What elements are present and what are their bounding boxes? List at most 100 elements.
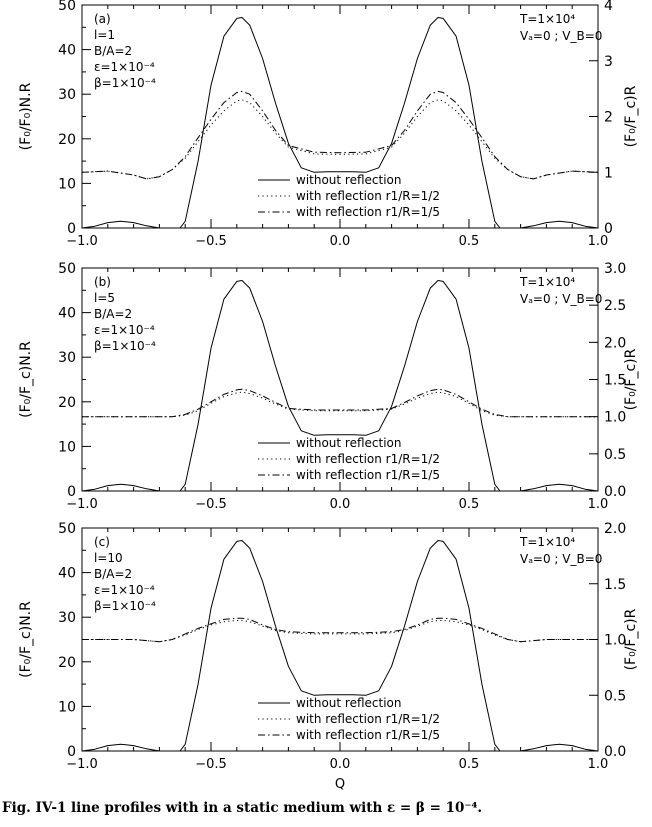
y-left-axis-label: (F₀/F₀)N.R [18,82,34,150]
param-left: l=5 [94,291,115,305]
series-line-solid [81,280,599,492]
legend-label: with reflection r1/R=1/2 [296,452,440,466]
legend-label: with reflection r1/R=1/5 [296,468,440,482]
param-right: Vₐ=0 ; V_B=0 [520,29,602,43]
panel-label: (a) [94,12,111,26]
legend-label: with reflection r1/R=1/5 [296,728,440,742]
param-left: β=1×10⁻⁴ [94,339,156,353]
chart-panel-b: −1.0 −0.5 0.0 0.5 1.0 0 10 20 30 40 50 0.0 0.5 1.0 1.5… [18,261,639,512]
x-tick-label: 1.0 [588,497,609,512]
y-left-tick-label: 20 [58,132,76,148]
param-left: ε=1×10⁻⁴ [94,60,155,74]
x-tick-label: −0.5 [195,757,227,772]
x-axis-label: Q [335,777,345,792]
series-line-dashdot [82,617,598,643]
chart-panel-a: −1.0 −0.5 0.0 0.5 1.00102030405001234(F₀/F₀)… [18,0,639,249]
y-left-tick-label: 0 [67,484,76,500]
y-right-tick-label: 0.0 [604,484,626,500]
y-left-tick-label: 20 [58,655,76,671]
y-left-tick-label: 30 [58,610,76,626]
y-right-tick-label: 4 [604,0,613,14]
legend-label: with reflection r1/R=1/2 [296,712,440,726]
x-tick-label: −1.0 [66,234,98,249]
y-left-tick-label: 20 [58,395,76,411]
param-left: β=1×10⁻⁴ [94,76,156,90]
y-right-tick-label: 0.5 [604,688,626,704]
series-line-dotted [82,391,598,418]
series-line-dotted [81,99,599,180]
y-left-tick-label: 10 [58,439,76,455]
param-left: B/A=2 [94,567,132,581]
x-tick-label: 1.0 [588,757,609,772]
legend-label: without reflection [296,696,402,710]
y-right-tick-label: 1 [604,165,613,181]
y-right-tick-label: 1.0 [604,410,626,426]
y-left-tick-label: 40 [58,566,76,582]
y-left-tick-label: 30 [58,87,76,103]
legend-label: with reflection r1/R=1/5 [296,205,440,219]
series-line-dashdot [81,90,599,180]
param-right: T=1×10⁴ [519,535,575,549]
x-tick-label: −0.5 [195,234,227,249]
y-right-axis-label: (F₀/F_c)R [623,608,639,670]
y-right-tick-label: 3 [604,54,613,70]
y-right-tick-label: 1.5 [604,373,626,389]
y-right-tick-label: 0.5 [604,447,626,463]
y-right-axis-label: (F₀/F_c)R [623,85,639,147]
param-right: T=1×10⁴ [519,275,575,289]
legend-label: without reflection [296,173,402,187]
y-right-tick-label: 2 [604,110,613,126]
y-left-axis-label: (F₀/F_c)N.R [18,601,34,678]
series-line-solid [81,540,599,752]
y-left-tick-label: 0 [67,221,76,237]
param-left: B/A=2 [94,307,132,321]
y-right-tick-label: 1.0 [604,633,626,649]
x-tick-label: −0.5 [195,497,227,512]
param-left: l=10 [94,551,123,565]
y-right-tick-label: 2.0 [604,521,626,537]
param-left: B/A=2 [94,44,132,58]
x-tick-label: −1.0 [66,497,98,512]
param-left: ε=1×10⁻⁴ [94,583,155,597]
y-right-axis-label: (F₀/F_c)R [623,348,639,410]
y-left-tick-label: 40 [58,43,76,59]
y-left-tick-label: 30 [58,350,76,366]
y-left-tick-label: 10 [58,176,76,192]
y-right-tick-label: 2.5 [604,298,626,314]
panel-label: (c) [94,535,110,549]
x-tick-label: 0.5 [459,757,480,772]
y-right-tick-label: 0 [604,221,613,237]
y-right-tick-label: 0.0 [604,744,626,760]
y-right-tick-label: 1.5 [604,577,626,593]
param-right: Vₐ=0 ; V_B=0 [520,552,602,566]
param-right: T=1×10⁴ [519,12,575,26]
series-line-solid [81,17,599,229]
param-right: Vₐ=0 ; V_B=0 [520,292,602,306]
y-right-tick-label: 2.0 [604,335,626,351]
param-left: l=1 [94,28,115,42]
param-left: ε=1×10⁻⁴ [94,323,155,337]
series-line-dotted [82,620,598,643]
x-tick-label: 0.5 [459,234,480,249]
y-left-tick-label: 0 [67,744,76,760]
y-left-tick-label: 50 [58,261,76,277]
x-tick-label: −1.0 [66,757,98,772]
param-left: β=1×10⁻⁴ [94,599,156,613]
legend-label: with reflection r1/R=1/2 [296,189,440,203]
y-left-tick-label: 10 [58,699,76,715]
y-right-tick-label: 3.0 [604,261,626,277]
x-tick-label: 0.0 [330,757,351,772]
chart-panel-c: −1.0 −0.5 0.0 0.5 1.0 0 10 20 30 40 50 0.0 0.5 1.0 1.5… [18,521,639,792]
figure-canvas: −1.0 −0.5 0.0 0.5 1.00102030405001234(F₀/F₀)… [18,0,639,792]
series-line-dashdot [82,388,598,418]
y-left-tick-label: 40 [58,306,76,322]
x-tick-label: 1.0 [588,234,609,249]
panel-label: (b) [94,275,111,289]
y-left-tick-label: 50 [58,0,76,14]
y-left-axis-label: (F₀/F_c)N.R [18,341,34,418]
x-tick-label: 0.0 [330,497,351,512]
x-tick-label: 0.5 [459,497,480,512]
legend-label: without reflection [296,436,402,450]
y-left-tick-label: 50 [58,521,76,537]
figure-caption: Fig. IV-1 line profiles with in a static… [2,800,483,816]
